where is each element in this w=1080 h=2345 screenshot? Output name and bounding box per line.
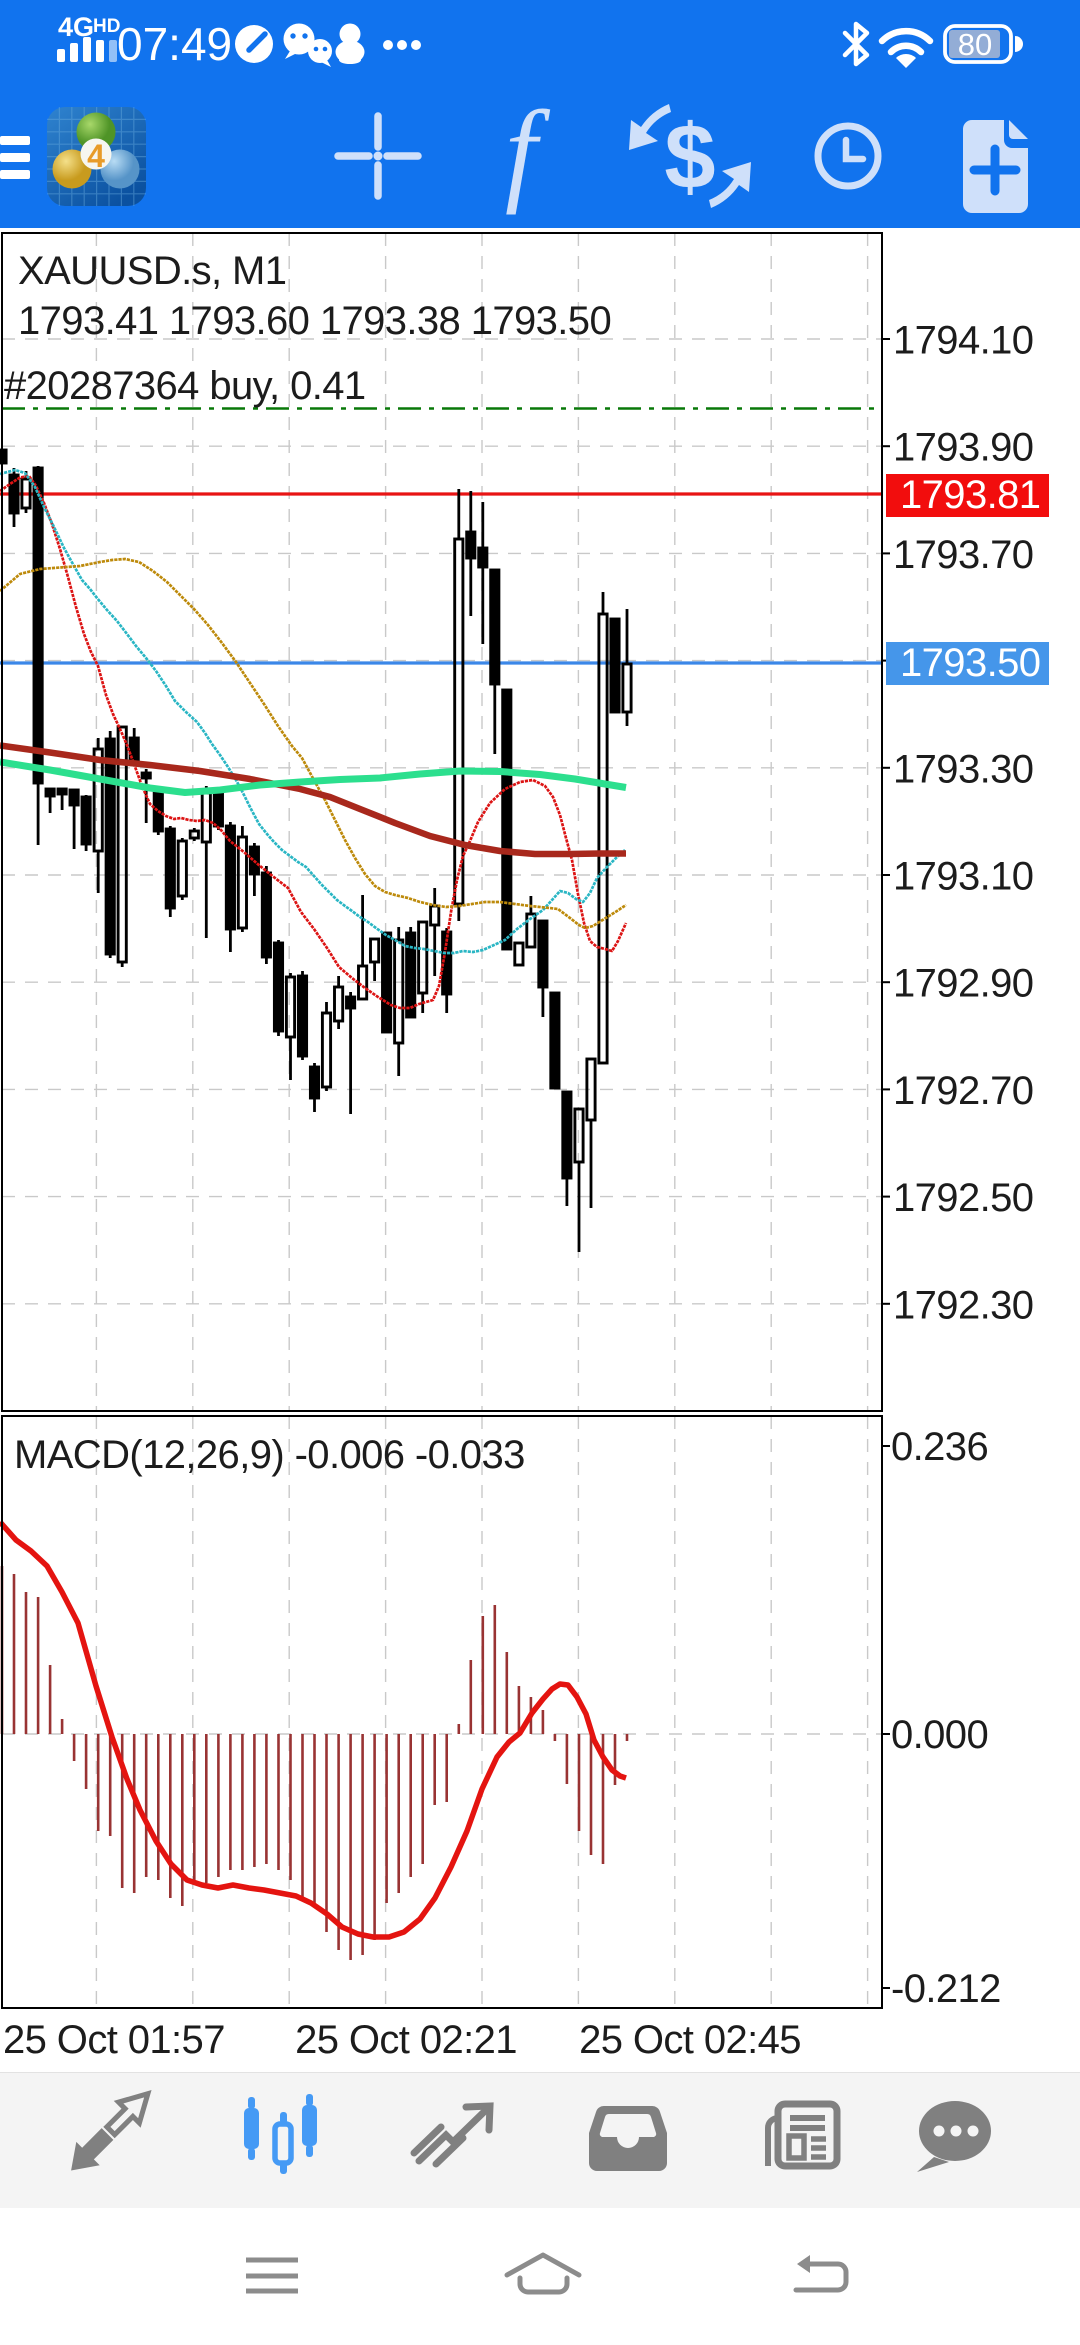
svg-text:1793.41 1793.60 1793.38 1793.5: 1793.41 1793.60 1793.38 1793.50 xyxy=(18,299,611,343)
svg-text:25 Oct 02:21: 25 Oct 02:21 xyxy=(295,2018,517,2062)
svg-text:$: $ xyxy=(664,106,715,208)
svg-text:07:49: 07:49 xyxy=(117,18,232,70)
svg-text:XAUUSD.s, M1: XAUUSD.s, M1 xyxy=(18,249,286,293)
svg-text:4: 4 xyxy=(87,138,105,174)
svg-text:1793.50: 1793.50 xyxy=(900,641,1040,685)
svg-text:25 Oct 02:45: 25 Oct 02:45 xyxy=(579,2018,801,2062)
svg-text:1792.50: 1792.50 xyxy=(893,1176,1033,1220)
svg-text:80: 80 xyxy=(958,27,992,62)
svg-text:HD: HD xyxy=(93,16,120,37)
svg-text:0.236: 0.236 xyxy=(891,1425,988,1469)
svg-text:1793.70: 1793.70 xyxy=(893,533,1033,577)
svg-text:1794.10: 1794.10 xyxy=(893,319,1033,363)
svg-text:-0.212: -0.212 xyxy=(891,1967,1001,2011)
svg-text:1793.30: 1793.30 xyxy=(893,747,1033,791)
svg-text:1792.90: 1792.90 xyxy=(893,962,1033,1006)
svg-text:MACD(12,26,9) -0.006 -0.033: MACD(12,26,9) -0.006 -0.033 xyxy=(14,1433,525,1477)
svg-text:0.000: 0.000 xyxy=(891,1713,988,1757)
svg-text:1793.90: 1793.90 xyxy=(893,426,1033,470)
svg-text:1793.10: 1793.10 xyxy=(893,855,1033,899)
svg-text:1792.30: 1792.30 xyxy=(893,1283,1033,1327)
svg-text:#20287364 buy, 0.41: #20287364 buy, 0.41 xyxy=(4,364,366,408)
svg-text:1793.81: 1793.81 xyxy=(900,473,1040,517)
svg-text:1792.70: 1792.70 xyxy=(893,1069,1033,1113)
svg-text:25 Oct 01:57: 25 Oct 01:57 xyxy=(3,2018,225,2062)
